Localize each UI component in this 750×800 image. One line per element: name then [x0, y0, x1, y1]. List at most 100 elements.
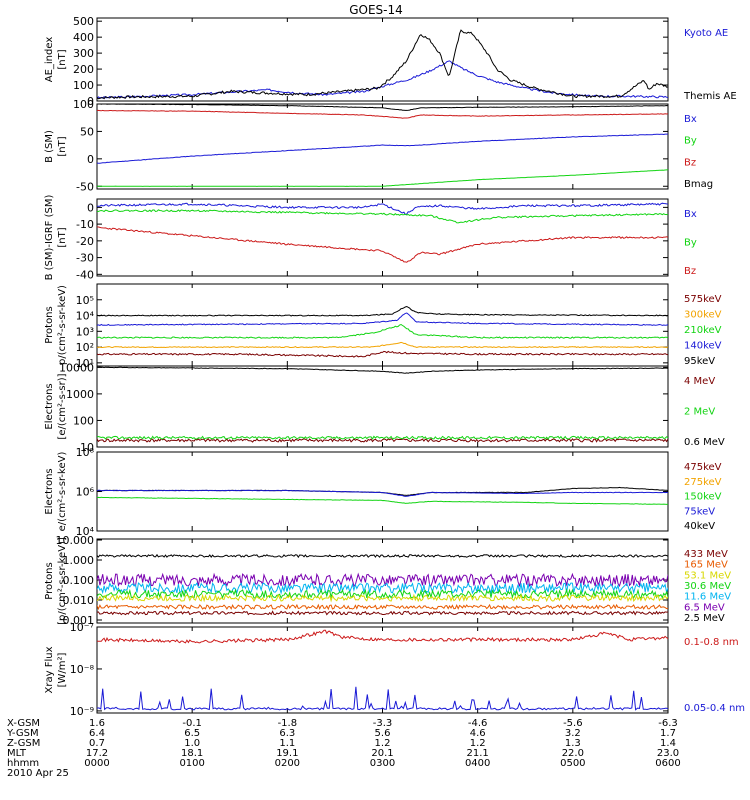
- y-tick-label: 300: [73, 47, 94, 60]
- y-tick-label: -30: [76, 252, 94, 265]
- ephemeris-value: 1.4: [660, 738, 676, 749]
- ephemeris-value: -1.8: [278, 718, 298, 729]
- series-line: [97, 169, 668, 187]
- series-line: [97, 109, 668, 119]
- series-line: [97, 29, 668, 100]
- ephemeris-value: 1.3: [565, 738, 581, 749]
- series-line: [97, 489, 668, 497]
- y-tick-label: 10: [80, 441, 94, 454]
- legend-label: By: [684, 136, 697, 147]
- legend-label: 40keV: [684, 521, 715, 532]
- legend-label: 433 MeV: [684, 549, 728, 560]
- y-axis-label: e/(cm²-s-sr-keV): [57, 452, 68, 532]
- legend-label: 150keV: [684, 492, 722, 503]
- series-line: [97, 305, 668, 317]
- series-line: [97, 437, 668, 443]
- y-tick-label: 10⁸: [76, 446, 95, 459]
- legend-label: Bx: [684, 209, 697, 220]
- legend-label: Bz: [684, 266, 696, 277]
- legend-label: 6.5 MeV: [684, 602, 725, 613]
- panel-frame: [96, 538, 669, 624]
- legend-label: 575keV: [684, 294, 722, 305]
- legend-label: 275keV: [684, 477, 722, 488]
- panel-electrons_kev: 10⁸ 10⁶ 10⁴ Electrons e/(cm²-s-sr-keV) 475keV…: [44, 446, 722, 538]
- ephemeris-value: 0300: [370, 758, 395, 769]
- legend-label: 0.6 MeV: [684, 437, 725, 448]
- series-line: [97, 104, 668, 111]
- ephemeris-value: -0.1: [182, 718, 202, 729]
- legend-label: Bz: [684, 157, 696, 168]
- y-axis-label: [nT]: [57, 136, 68, 156]
- ephemeris-table: X-GSM 1.6 -0.1 -1.8 -3.3 -4.6 -5.6 -6.3 Y-GSM 6.4…: [6, 718, 681, 779]
- series-line: [97, 341, 668, 349]
- y-axis-label: Xray Flux: [44, 646, 55, 693]
- series-line: [97, 435, 668, 440]
- ephemeris-value: 0600: [655, 758, 680, 769]
- series-line: [97, 572, 668, 588]
- ephemeris-value: 0400: [465, 758, 490, 769]
- ephemeris-value: 6.3: [279, 728, 295, 739]
- y-tick-label: 10⁻⁷: [70, 621, 94, 634]
- legend-label: 30.6 MeV: [684, 581, 731, 592]
- y-axis-label: AE_index: [44, 37, 55, 83]
- y-axis-label: p/(cm²-s-sr-keV): [57, 285, 68, 365]
- panel-bigrf: 0 -10 -20 -30 -40 B (SM)-IGRF (SM) [nT] Bx By Bz: [44, 195, 697, 282]
- y-axis-label: [e/(cm²-s-sr)]: [57, 373, 68, 439]
- ephemeris-value: 0.7: [89, 738, 105, 749]
- y-tick-label: 10¹: [76, 357, 94, 370]
- y-tick-label: 0: [87, 201, 94, 214]
- legend-label: 165 MeV: [684, 560, 728, 571]
- legend-label: 53.1 MeV: [684, 570, 731, 581]
- series-line: [97, 323, 668, 339]
- y-tick-label: 10²: [76, 341, 94, 354]
- ephemeris-value: -5.6: [563, 718, 583, 729]
- legend-label: Themis AE: [683, 91, 737, 102]
- legend-label: 95keV: [684, 356, 715, 367]
- ephemeris-value: 6.5: [184, 728, 200, 739]
- ephemeris-value: 0500: [560, 758, 585, 769]
- panel-bsm: 100 50 0 -50 B (SM) [nT] Bx By Bz Bmag: [44, 98, 713, 193]
- y-tick-label: 0: [87, 95, 94, 108]
- ephemeris-value: 0100: [179, 758, 204, 769]
- y-tick-label: 200: [73, 63, 94, 76]
- ephemeris-row-label: X-GSM: [7, 718, 40, 729]
- panel-protons_kev: 10⁵ 10⁴ 10³ 10² 10¹ Protons p/(cm²-s-sr-keV) 57…: [44, 283, 722, 370]
- y-axis-label: [p/(cm²-s-sr-keV)]: [57, 537, 68, 625]
- y-tick-label: 100: [73, 414, 94, 427]
- y-tick-label: 1.000: [63, 554, 95, 567]
- legend-label: Bx: [684, 114, 697, 125]
- legend-label: 300keV: [684, 310, 722, 321]
- y-tick-label: 10⁴: [76, 525, 95, 538]
- y-tick-label: 0.001: [63, 614, 95, 627]
- ephemeris-value: 21.1: [467, 748, 489, 759]
- legend-label: 2.5 MeV: [684, 613, 725, 624]
- series-line: [97, 312, 668, 326]
- ephemeris-value: 6.4: [89, 728, 105, 739]
- y-tick-label: 400: [73, 31, 94, 44]
- legend-label: 475keV: [684, 462, 722, 473]
- y-tick-label: 10.000: [56, 534, 95, 547]
- y-tick-label: 0.100: [63, 574, 95, 587]
- series-line: [97, 366, 668, 374]
- ephemeris-value: 1.7: [660, 728, 676, 739]
- y-tick-label: -50: [76, 180, 94, 193]
- ephemeris-value: 0200: [275, 758, 300, 769]
- series-line: [97, 581, 668, 595]
- series-line: [97, 60, 668, 99]
- panel-electrons_mev: 10000 1000 100 10 Electrons [e/(cm²-s-sr)] 4 M…: [44, 361, 725, 454]
- y-tick-label: 10³: [76, 325, 94, 338]
- y-tick-label: -20: [76, 235, 94, 248]
- ephemeris-value: -3.3: [373, 718, 393, 729]
- ephemeris-value: 1.0: [184, 738, 200, 749]
- y-axis-label: Electrons: [44, 383, 55, 429]
- y-tick-label: 100: [73, 98, 94, 111]
- legend-label: 75keV: [684, 506, 715, 517]
- series-line: [97, 202, 668, 216]
- panel-xray: 10⁻⁷ 10⁻⁸ 10⁻⁹ Xray Flux [W/m²] 0.1-0.8 nm 0.0…: [44, 621, 745, 718]
- y-tick-label: 50: [80, 125, 94, 138]
- y-tick-label: 0: [87, 153, 94, 166]
- y-tick-label: 0.010: [63, 594, 95, 607]
- ephemeris-value: -4.6: [468, 718, 488, 729]
